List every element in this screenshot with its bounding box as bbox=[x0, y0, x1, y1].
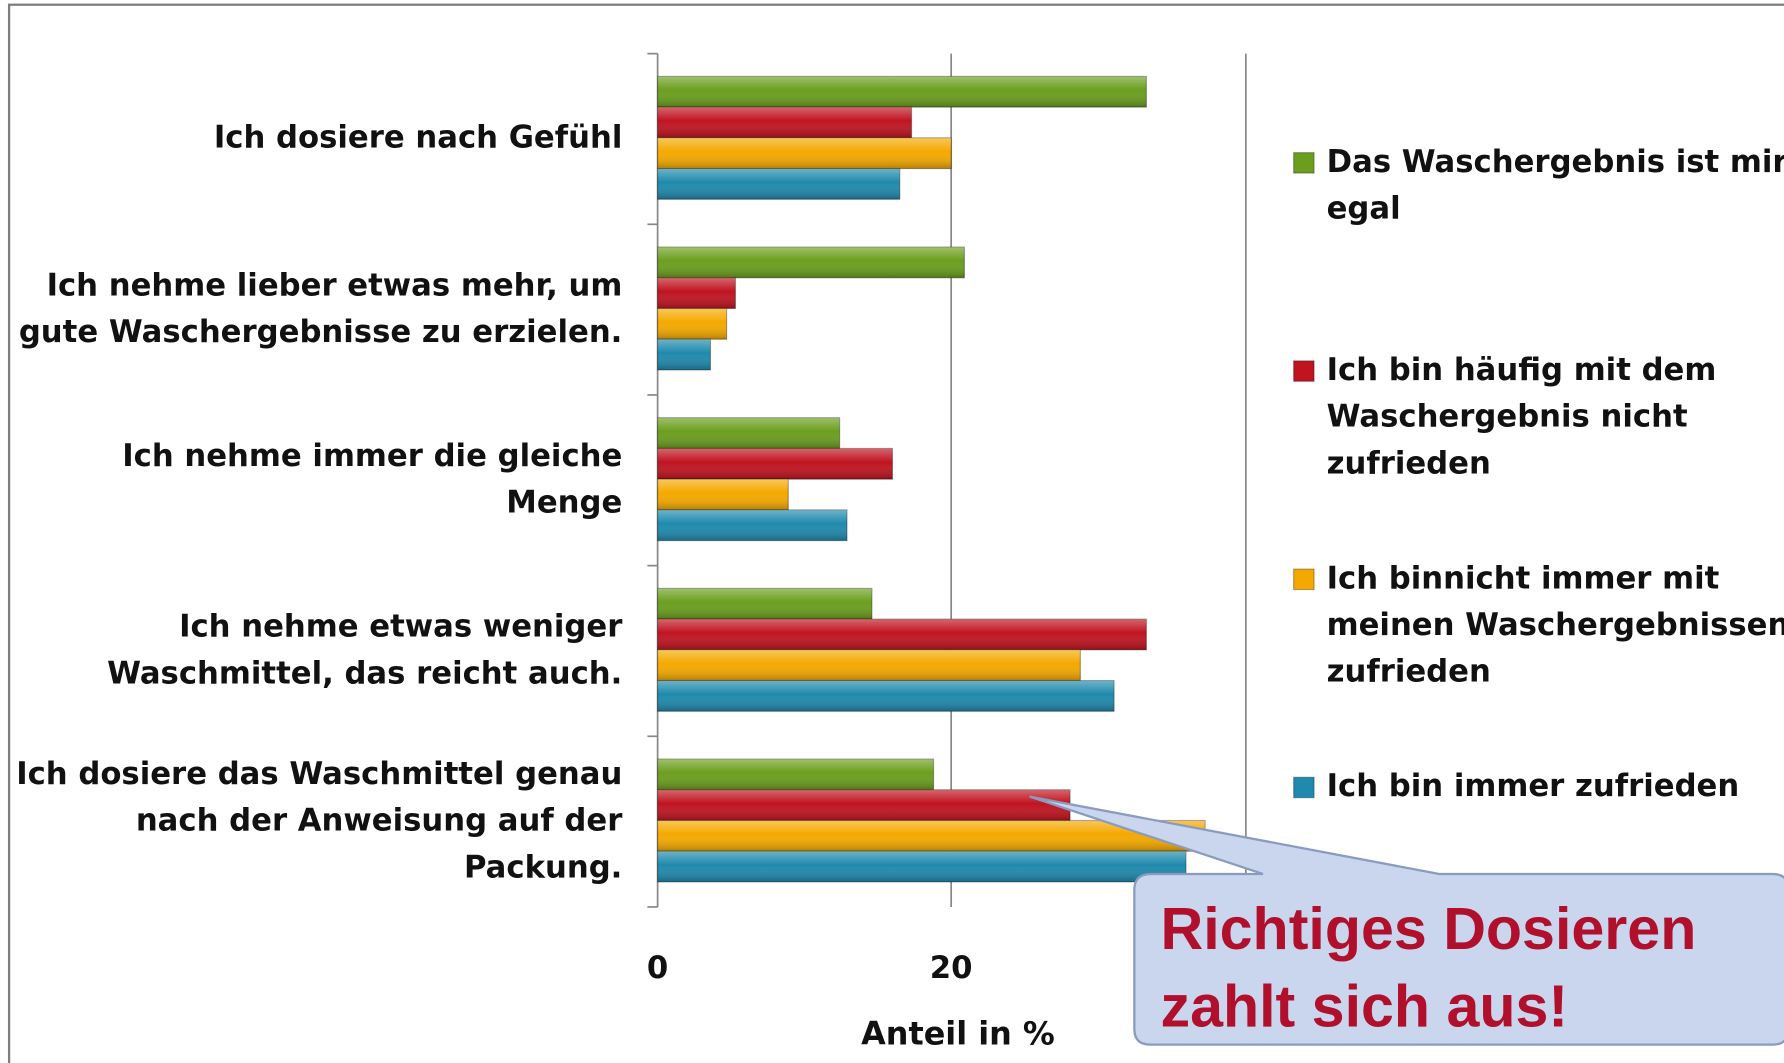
annotation: Richtiges Dosieren zahlt sich aus! bbox=[1161, 895, 1697, 1039]
bar-shine bbox=[657, 588, 872, 620]
bar-shine bbox=[657, 417, 840, 449]
bar-shine bbox=[657, 759, 934, 790]
legend-label: Ich binnicht immer mit meinen Waschergebn… bbox=[1327, 560, 1784, 689]
y-tick-label: Ich nehme immer die gleiche Menge bbox=[122, 437, 622, 520]
bar-shine bbox=[657, 107, 912, 138]
bar-shine bbox=[657, 509, 847, 541]
bar-shine bbox=[657, 277, 736, 309]
legend-label: Das Waschergebnis ist mir egal bbox=[1327, 143, 1784, 226]
bar-shine bbox=[657, 649, 1081, 681]
bar-shine bbox=[657, 168, 900, 200]
legend-label: Ich bin häufig mit dem Waschergebnis nich… bbox=[1327, 352, 1717, 481]
legend-swatch bbox=[1293, 360, 1315, 382]
bar-shine bbox=[657, 308, 727, 340]
callout bbox=[1029, 795, 1784, 1046]
legend-swatch bbox=[1293, 776, 1315, 799]
bar-shine bbox=[657, 619, 1147, 650]
frame bbox=[7, 3, 1784, 1063]
legend-swatch bbox=[1293, 568, 1315, 591]
bar-shine bbox=[657, 789, 1071, 821]
bar-shine bbox=[657, 247, 965, 278]
y-tick-label: Ich nehme lieber etwas mehr, um gute Wasc… bbox=[19, 267, 623, 350]
bar-shine bbox=[657, 680, 1115, 712]
bar-shine bbox=[657, 76, 1147, 108]
y-tick-label: Ich nehme etwas weniger Waschmittel, das … bbox=[107, 608, 623, 691]
y-tick-label: Ich dosiere nach Gefühl bbox=[214, 119, 622, 155]
bar-shine bbox=[657, 448, 893, 480]
bar-shine bbox=[657, 339, 711, 370]
x-axis-label: Anteil in % bbox=[861, 1015, 1055, 1053]
bar-shine bbox=[657, 137, 952, 169]
bar-shine bbox=[657, 479, 789, 510]
x-tick-label: 20 bbox=[930, 950, 973, 986]
x-tick-label: 0 bbox=[647, 950, 668, 986]
legend-label: Ich bin immer zufrieden bbox=[1327, 768, 1740, 804]
y-tick-label: Ich dosiere das Waschmittel genau nach de… bbox=[16, 755, 623, 884]
bar-shine bbox=[657, 851, 1186, 882]
legend-swatch bbox=[1293, 152, 1315, 174]
